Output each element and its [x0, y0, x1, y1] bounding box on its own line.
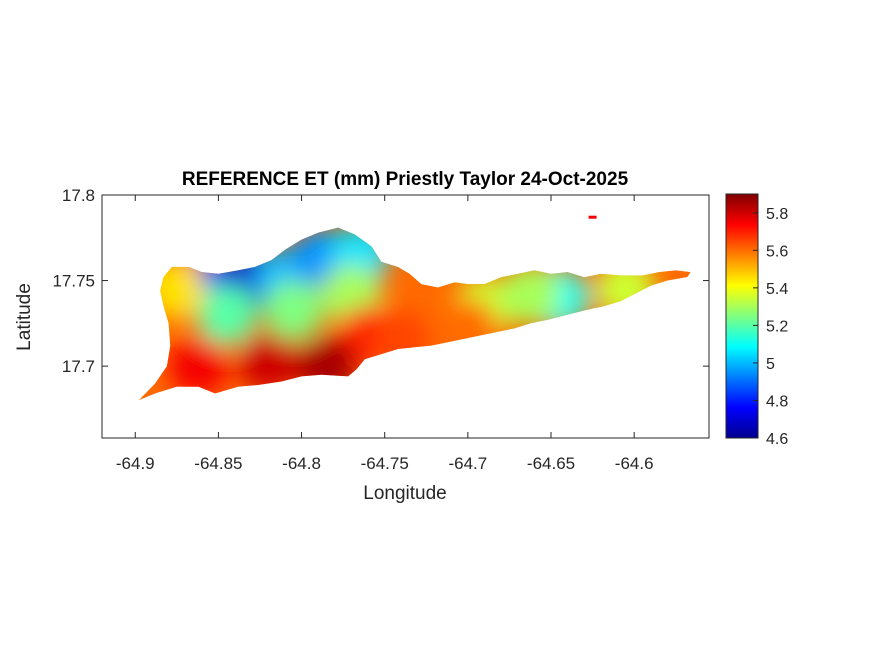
x-tick-label: -64.7 — [448, 454, 487, 473]
chart-title: REFERENCE ET (mm) Priestly Taylor 24-Oct… — [182, 169, 629, 190]
x-tick-label: -64.85 — [194, 454, 242, 473]
et-zone-10 — [501, 264, 562, 325]
x-ticks: -64.9 -64.85 -64.8 -64.75 -64.7 -64.65 -64.6 — [116, 195, 654, 473]
x-tick-label: -64.65 — [527, 454, 575, 473]
et-zone-15 — [168, 336, 229, 397]
et-zone-6 — [263, 279, 324, 340]
colorbar-tick-label: 5.8 — [766, 206, 788, 223]
et-zone-14 — [238, 332, 299, 393]
colorbar-tick-label: 5.4 — [766, 281, 788, 298]
x-tick-label: -64.75 — [361, 454, 409, 473]
y-tick-label: 17.7 — [62, 357, 95, 376]
colorbar-tick-label: 4.8 — [766, 393, 788, 410]
colorbar — [725, 193, 759, 439]
colorbar-tick-label: 5 — [766, 356, 775, 373]
colorbar-tick-label: 5.6 — [766, 243, 788, 260]
x-tick-label: -64.6 — [615, 454, 654, 473]
y-axis-label: Latitude — [14, 283, 35, 351]
x-axis-label: Longitude — [363, 483, 446, 504]
y-tick-label: 17.75 — [52, 272, 95, 291]
colorbar-tick-label: 5.2 — [766, 318, 788, 335]
y-tick-label: 17.8 — [62, 186, 95, 205]
colorbar-tick-label: 4.6 — [766, 431, 788, 448]
y-ticks: 17.7 17.75 17.8 — [52, 186, 709, 376]
offshore-point — [588, 215, 597, 219]
x-tick-label: -64.9 — [116, 454, 155, 473]
et-zone-5 — [196, 284, 257, 345]
colorbar-ticks: 4.6 4.8 5 5.2 5.4 5.6 5.8 — [753, 206, 788, 448]
x-tick-label: -64.8 — [282, 454, 321, 473]
